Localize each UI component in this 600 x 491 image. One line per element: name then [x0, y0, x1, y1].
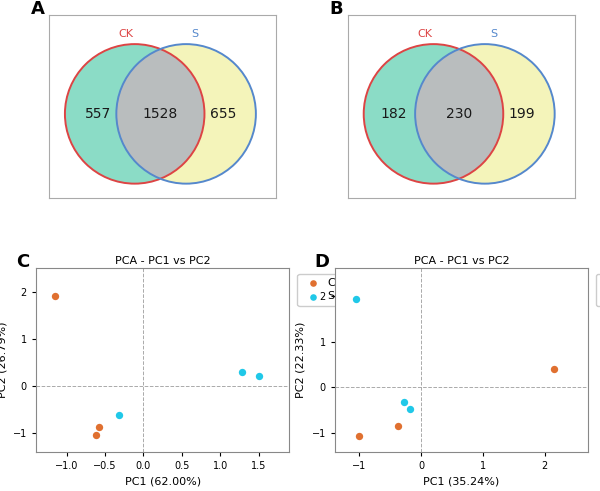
Circle shape: [415, 44, 554, 184]
Text: B: B: [329, 0, 343, 18]
Y-axis label: PC2 (22.33%): PC2 (22.33%): [296, 322, 306, 398]
Text: CK: CK: [417, 29, 432, 39]
Point: [254, 373, 263, 381]
Circle shape: [116, 44, 256, 184]
Point: [406, 406, 415, 413]
Text: 557: 557: [85, 107, 111, 121]
Text: S: S: [191, 29, 199, 39]
Legend: CK, S: CK, S: [596, 273, 600, 306]
Point: [355, 432, 364, 439]
Text: S: S: [490, 29, 497, 39]
Text: 1528: 1528: [143, 107, 178, 121]
Circle shape: [364, 44, 503, 184]
Text: C: C: [16, 253, 29, 272]
Text: 182: 182: [380, 107, 407, 121]
Point: [94, 423, 104, 431]
Point: [50, 293, 60, 300]
Text: D: D: [314, 253, 329, 272]
Point: [399, 398, 409, 406]
Circle shape: [415, 44, 554, 184]
Circle shape: [116, 44, 256, 184]
Point: [114, 411, 124, 419]
Text: 655: 655: [209, 107, 236, 121]
Text: A: A: [31, 0, 44, 18]
Text: 230: 230: [446, 107, 472, 121]
X-axis label: PC1 (35.24%): PC1 (35.24%): [423, 476, 500, 486]
Text: 199: 199: [508, 107, 535, 121]
Point: [549, 365, 559, 373]
Point: [393, 423, 403, 431]
Text: CK: CK: [118, 29, 133, 39]
Title: PCA - PC1 vs PC2: PCA - PC1 vs PC2: [413, 256, 509, 266]
Point: [352, 296, 361, 303]
Y-axis label: PC2 (26.79%): PC2 (26.79%): [0, 322, 7, 398]
Point: [237, 368, 247, 376]
Title: PCA - PC1 vs PC2: PCA - PC1 vs PC2: [115, 256, 211, 266]
X-axis label: PC1 (62.00%): PC1 (62.00%): [125, 476, 200, 486]
Point: [91, 431, 101, 439]
Circle shape: [65, 44, 205, 184]
Legend: CK, S: CK, S: [297, 273, 347, 306]
